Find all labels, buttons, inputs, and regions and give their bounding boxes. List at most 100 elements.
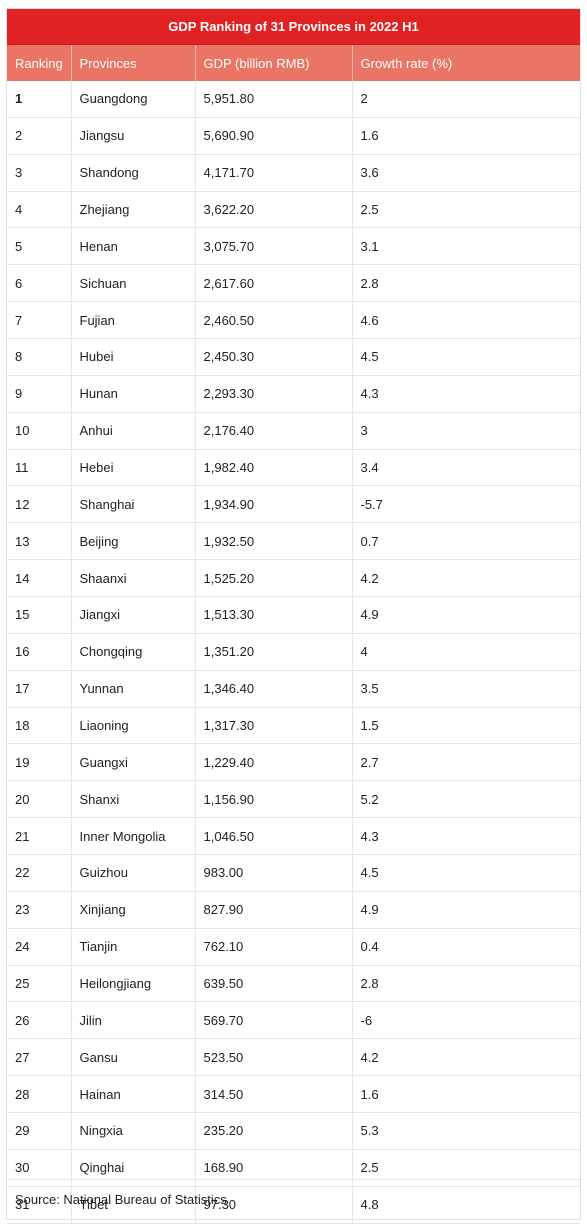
cell-province: Zhejiang: [71, 191, 196, 229]
table-row: 8 Hubei 2,450.30 4.5: [7, 338, 580, 376]
cell-province: Gansu: [71, 1038, 196, 1077]
cell-rank: 25: [7, 965, 72, 1003]
cell-growth: 0.7: [352, 522, 580, 561]
cell-gdp: 762.10: [195, 928, 353, 966]
cell-growth: 2.5: [352, 1149, 580, 1187]
cell-growth: 5.3: [352, 1112, 580, 1150]
table-row: 30 Qinghai 168.90 2.5: [7, 1149, 580, 1187]
cell-rank: 20: [7, 780, 72, 819]
gdp-table: Ranking Provinces GDP (billion RMB) Grow…: [7, 45, 580, 1224]
cell-rank: 24: [7, 928, 72, 966]
cell-growth: 5.2: [352, 780, 580, 819]
cell-growth: -6: [352, 1001, 580, 1040]
table-row: 13 Beijing 1,932.50 0.7: [7, 522, 580, 561]
cell-province: Qinghai: [71, 1149, 196, 1187]
cell-growth: 4.9: [352, 596, 580, 634]
cell-rank: 12: [7, 485, 72, 524]
header-gdp: GDP (billion RMB): [195, 45, 353, 81]
cell-rank: 5: [7, 227, 72, 266]
cell-province: Jiangsu: [71, 117, 196, 155]
cell-province: Shandong: [71, 154, 196, 192]
cell-gdp: 523.50: [195, 1038, 353, 1077]
header-row: Ranking Provinces GDP (billion RMB) Grow…: [7, 45, 580, 81]
cell-province: Yunnan: [71, 670, 196, 708]
cell-gdp: 1,934.90: [195, 485, 353, 524]
cell-growth: 3.6: [352, 154, 580, 192]
table-row: 2 Jiangsu 5,690.90 1.6: [7, 117, 580, 155]
cell-rank: 23: [7, 891, 72, 929]
cell-gdp: 3,075.70: [195, 227, 353, 266]
table-row: 26 Jilin 569.70 -6: [7, 1001, 580, 1040]
cell-gdp: 1,229.40: [195, 743, 353, 782]
cell-province: Chongqing: [71, 633, 196, 671]
cell-province: Shaanxi: [71, 559, 196, 598]
cell-growth: 2.5: [352, 191, 580, 229]
cell-gdp: 314.50: [195, 1075, 353, 1114]
cell-rank: 15: [7, 596, 72, 634]
table-title: GDP Ranking of 31 Provinces in 2022 H1: [7, 9, 580, 45]
cell-growth: 4.3: [352, 375, 580, 413]
table-row: 11 Hebei 1,982.40 3.4: [7, 449, 580, 487]
cell-growth: 2.8: [352, 965, 580, 1003]
cell-gdp: 1,156.90: [195, 780, 353, 819]
cell-gdp: 2,617.60: [195, 264, 353, 303]
table-row: 21 Inner Mongolia 1,046.50 4.3: [7, 817, 580, 856]
cell-growth: 4.2: [352, 1038, 580, 1077]
header-growth-rate: Growth rate (%): [352, 45, 580, 81]
cell-gdp: 827.90: [195, 891, 353, 929]
cell-gdp: 3,622.20: [195, 191, 353, 229]
cell-province: Inner Mongolia: [71, 817, 196, 856]
cell-gdp: 1,932.50: [195, 522, 353, 561]
cell-rank: 19: [7, 743, 72, 782]
cell-gdp: 1,525.20: [195, 559, 353, 598]
table-row: 10 Anhui 2,176.40 3: [7, 412, 580, 450]
table-row: 24 Tianjin 762.10 0.4: [7, 928, 580, 966]
cell-growth: 3.1: [352, 227, 580, 266]
cell-growth: 2.8: [352, 264, 580, 303]
cell-growth: 4.3: [352, 817, 580, 856]
cell-province: Henan: [71, 227, 196, 266]
table-row: 22 Guizhou 983.00 4.5: [7, 854, 580, 892]
cell-rank: 14: [7, 559, 72, 598]
cell-rank: 21: [7, 817, 72, 856]
cell-growth: 1.6: [352, 1075, 580, 1114]
header-provinces: Provinces: [71, 45, 196, 81]
table-row: 15 Jiangxi 1,513.30 4.9: [7, 596, 580, 634]
table-row: 6 Sichuan 2,617.60 2.8: [7, 264, 580, 303]
cell-gdp: 1,513.30: [195, 596, 353, 634]
cell-gdp: 983.00: [195, 854, 353, 892]
table-row: 19 Guangxi 1,229.40 2.7: [7, 743, 580, 782]
cell-province: Hainan: [71, 1075, 196, 1114]
table-row: 4 Zhejiang 3,622.20 2.5: [7, 191, 580, 229]
table-row: 5 Henan 3,075.70 3.1: [7, 227, 580, 266]
table-row: 27 Gansu 523.50 4.2: [7, 1038, 580, 1077]
cell-gdp: 569.70: [195, 1001, 353, 1040]
cell-rank: 7: [7, 301, 72, 340]
cell-province: Hubei: [71, 338, 196, 376]
cell-rank: 22: [7, 854, 72, 892]
cell-gdp: 5,690.90: [195, 117, 353, 155]
cell-rank: 10: [7, 412, 72, 450]
table-row: 14 Shaanxi 1,525.20 4.2: [7, 559, 580, 598]
cell-rank: 30: [7, 1149, 72, 1187]
table-row: 18 Liaoning 1,317.30 1.5: [7, 707, 580, 745]
cell-province: Guizhou: [71, 854, 196, 892]
cell-growth: 3.4: [352, 449, 580, 487]
table-row: 3 Shandong 4,171.70 3.6: [7, 154, 580, 192]
table-row: 9 Hunan 2,293.30 4.3: [7, 375, 580, 413]
cell-province: Jilin: [71, 1001, 196, 1040]
cell-province: Hunan: [71, 375, 196, 413]
source-note: Source: National Bureau of Statistics: [7, 1179, 580, 1219]
table-row: 31 Tibet 97.30 4.8: [7, 1186, 580, 1224]
table-row: 20 Shanxi 1,156.90 5.2: [7, 780, 580, 819]
cell-growth: -5.7: [352, 485, 580, 524]
cell-province: Fujian: [71, 301, 196, 340]
cell-province: Ningxia: [71, 1112, 196, 1150]
cell-gdp: 2,293.30: [195, 375, 353, 413]
cell-growth: 4.9: [352, 891, 580, 929]
table-row: 12 Shanghai 1,934.90 -5.7: [7, 485, 580, 524]
cell-gdp: 2,460.50: [195, 301, 353, 340]
cell-gdp: 1,346.40: [195, 670, 353, 708]
cell-growth: 4.6: [352, 301, 580, 340]
table-row: 7 Fujian 2,460.50 4.6: [7, 301, 580, 340]
